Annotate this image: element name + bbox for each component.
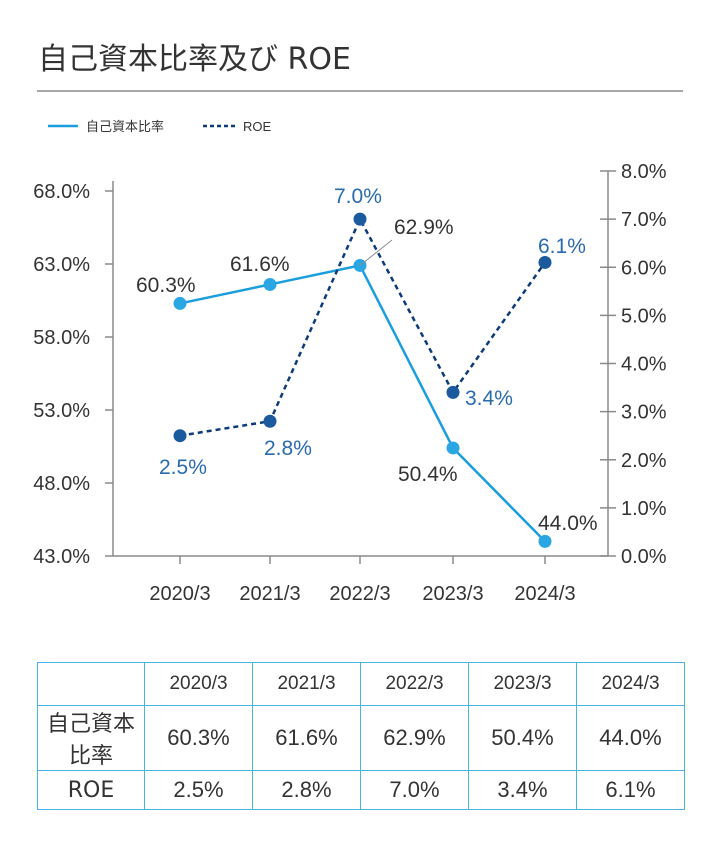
table-cell: 50.4%: [468, 705, 577, 771]
roe-point: [446, 385, 460, 399]
left-axis-tick-label: 43.0%: [33, 546, 90, 568]
right-axis-tick-label: 2.0%: [621, 450, 667, 472]
table-corner-cell: [37, 662, 145, 706]
equity-ratio-point: [263, 277, 277, 291]
table-row-label: 自己資本比率: [37, 705, 145, 771]
right-axis-tick-label: 1.0%: [621, 498, 667, 520]
roe-series-line: [179, 216, 547, 437]
table-header-cell: 2023/3: [468, 662, 577, 706]
table-row: 自己資本比率 60.3% 61.6% 62.9% 50.4% 44.0%: [37, 705, 685, 771]
roe-point: [538, 255, 552, 269]
table-cell: 2.5%: [144, 770, 253, 810]
table-row: ROE 2.5% 2.8% 7.0% 3.4% 6.1%: [37, 770, 685, 810]
table-header-cell: 2021/3: [252, 662, 361, 706]
equity-ratio-data-label: 61.6%: [230, 253, 290, 276]
roe-data-label: 2.8%: [264, 437, 312, 460]
table-cell: 3.4%: [468, 770, 577, 810]
table-cell: 2.8%: [252, 770, 361, 810]
right-axis-tick-label: 0.0%: [621, 546, 667, 568]
table-row-label: ROE: [37, 770, 145, 810]
x-axis-tick-label: 2022/3: [329, 583, 390, 605]
table-cell: 62.9%: [360, 705, 469, 771]
roe-data-label: 7.0%: [334, 185, 382, 208]
left-axis-tick-label: 58.0%: [33, 327, 90, 349]
equity-ratio-label-leader: [359, 239, 393, 266]
roe-point: [263, 414, 277, 428]
roe-point: [353, 212, 367, 226]
right-axis-tick-label: 6.0%: [621, 257, 667, 279]
roe-point: [173, 429, 187, 443]
right-axis-tick-label: 8.0%: [621, 161, 667, 183]
table-header-row: 2020/3 2021/3 2022/3 2023/3 2024/3: [37, 662, 685, 706]
equity-ratio-roe-chart: 自己資本比率 ROE 43.0% 48.0% 53.0% 58.0% 63.0% 68.0% 0…: [33, 119, 667, 605]
equity-ratio-point: [173, 296, 187, 310]
table-header-cell: 2022/3: [360, 662, 469, 706]
left-axis-tick-label: 48.0%: [33, 473, 90, 495]
right-axis-tick-label: 3.0%: [621, 402, 667, 424]
equity-ratio-point: [353, 258, 367, 272]
right-axis-tick-label: 5.0%: [621, 305, 667, 327]
page-title: 自己資本比率及び ROE: [38, 42, 351, 77]
roe-data-label: 3.4%: [465, 387, 513, 410]
equity-ratio-data-label: 60.3%: [136, 274, 196, 297]
data-table: 2020/3 2021/3 2022/3 2023/3 2024/3 自己資本比…: [37, 662, 685, 810]
table-header-cell: 2020/3: [144, 662, 253, 706]
left-axis-tick-label: 53.0%: [33, 400, 90, 422]
table-cell: 60.3%: [144, 705, 253, 771]
x-axis-tick-label: 2023/3: [422, 583, 483, 605]
table-cell: 7.0%: [360, 770, 469, 810]
x-axis-tick-label: 2020/3: [149, 583, 210, 605]
title-divider: [37, 90, 683, 92]
equity-ratio-point: [538, 534, 552, 548]
x-axis-tick-label: 2021/3: [239, 583, 300, 605]
left-axis-tick-label: 68.0%: [33, 181, 90, 203]
roe-data-label: 6.1%: [538, 235, 586, 258]
table-cell: 61.6%: [252, 705, 361, 771]
left-axis-tick-label: 63.0%: [33, 254, 90, 276]
table-header-cell: 2024/3: [576, 662, 685, 706]
legend-label-roe: ROE: [243, 119, 272, 134]
equity-ratio-point: [446, 441, 460, 455]
roe-data-label: 2.5%: [159, 456, 207, 479]
equity-ratio-data-label: 50.4%: [398, 463, 458, 486]
legend-label-equity-ratio: 自己資本比率: [86, 119, 164, 135]
equity-ratio-data-label: 44.0%: [538, 512, 598, 535]
equity-ratio-data-label: 62.9%: [394, 216, 454, 239]
table-cell: 6.1%: [576, 770, 685, 810]
right-axis-tick-label: 7.0%: [621, 209, 667, 231]
x-axis-tick-label: 2024/3: [514, 583, 575, 605]
table-cell: 44.0%: [576, 705, 685, 771]
right-axis-tick-label: 4.0%: [621, 354, 667, 376]
